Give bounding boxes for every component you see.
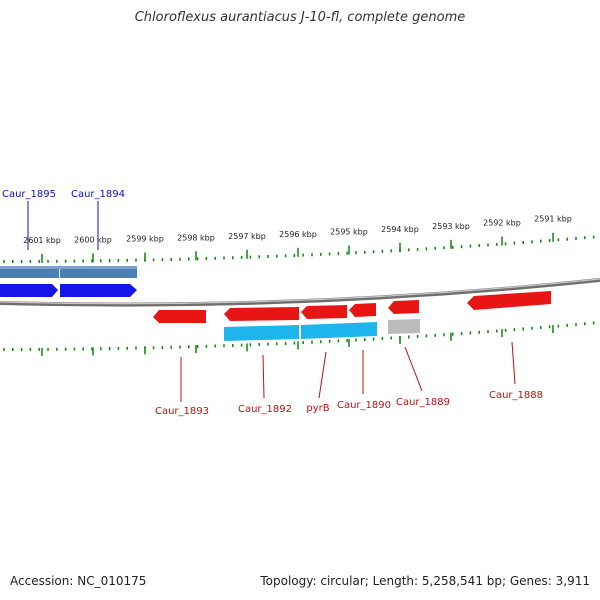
reverse-cds-caur-1892[interactable] [224, 325, 299, 341]
label-caur-1888[interactable]: Caur_1888 [489, 390, 543, 401]
ruler-tick-label: 2597 kbp [228, 232, 266, 241]
ruler-tick-label: 2594 kbp [381, 225, 419, 234]
reverse-cds-pyrb-1890[interactable] [301, 322, 377, 339]
ruler-reverse [3, 321, 595, 356]
ruler-tick-label: 2601 kbp [23, 236, 61, 245]
ruler-tick-label: 2595 kbp [330, 228, 368, 237]
map-title: Chloroflexus aurantiacus J-10-fl, comple… [134, 10, 466, 25]
ruler-tick-label: 2596 kbp [279, 230, 317, 239]
reverse-cds-caur-1889[interactable] [388, 319, 420, 334]
ruler-tick-label: 2593 kbp [432, 222, 470, 231]
label-caur-1893[interactable]: Caur_1893 [155, 406, 209, 417]
reverse-gene-caur-1890[interactable] [349, 303, 376, 317]
ruler-forward: 2601 kbp 2600 kbp 2599 kbp 2598 kbp 2597 kbp… [3, 215, 595, 263]
accession-text: Accession: NC_010175 [10, 574, 147, 588]
label-caur-1889[interactable]: Caur_1889 [396, 397, 450, 408]
reverse-gene-caur-1893[interactable] [153, 310, 206, 323]
forward-cds-highlight [0, 266, 137, 269]
forward-gene-caur-1894[interactable] [60, 284, 137, 297]
reverse-gene-caur-1892[interactable] [224, 307, 299, 321]
leader-caur-1888 [511, 341, 516, 385]
leader-pyrb [318, 351, 327, 399]
ruler-tick-label: 2598 kbp [177, 233, 215, 242]
label-caur-1890[interactable]: Caur_1890 [337, 400, 391, 411]
reverse-gene-caur-1889[interactable] [388, 300, 419, 314]
ruler-tick-label: 2599 kbp [126, 235, 164, 244]
genome-backbone-highlight [0, 278, 600, 305]
label-caur-1894[interactable]: Caur_1894 [71, 189, 125, 200]
ruler-tick-label: 2592 kbp [483, 218, 521, 227]
reverse-gene-pyrb[interactable] [301, 305, 347, 319]
label-pyrb[interactable]: pyrB [306, 403, 329, 414]
forward-gene-caur-1895[interactable] [0, 284, 58, 297]
leader-caur-1892 [262, 354, 265, 399]
ruler-tick-label: 2600 kbp [74, 235, 112, 244]
leader-caur-1889 [404, 346, 423, 392]
reverse-gene-caur-1888[interactable] [467, 291, 551, 310]
label-caur-1892[interactable]: Caur_1892 [238, 404, 292, 415]
ruler-tick-label: 2591 kbp [534, 215, 572, 224]
label-caur-1895[interactable]: Caur_1895 [2, 189, 56, 200]
topology-text: Topology: circular; Length: 5,258,541 bp… [260, 574, 590, 588]
genome-backbone [0, 278, 600, 307]
